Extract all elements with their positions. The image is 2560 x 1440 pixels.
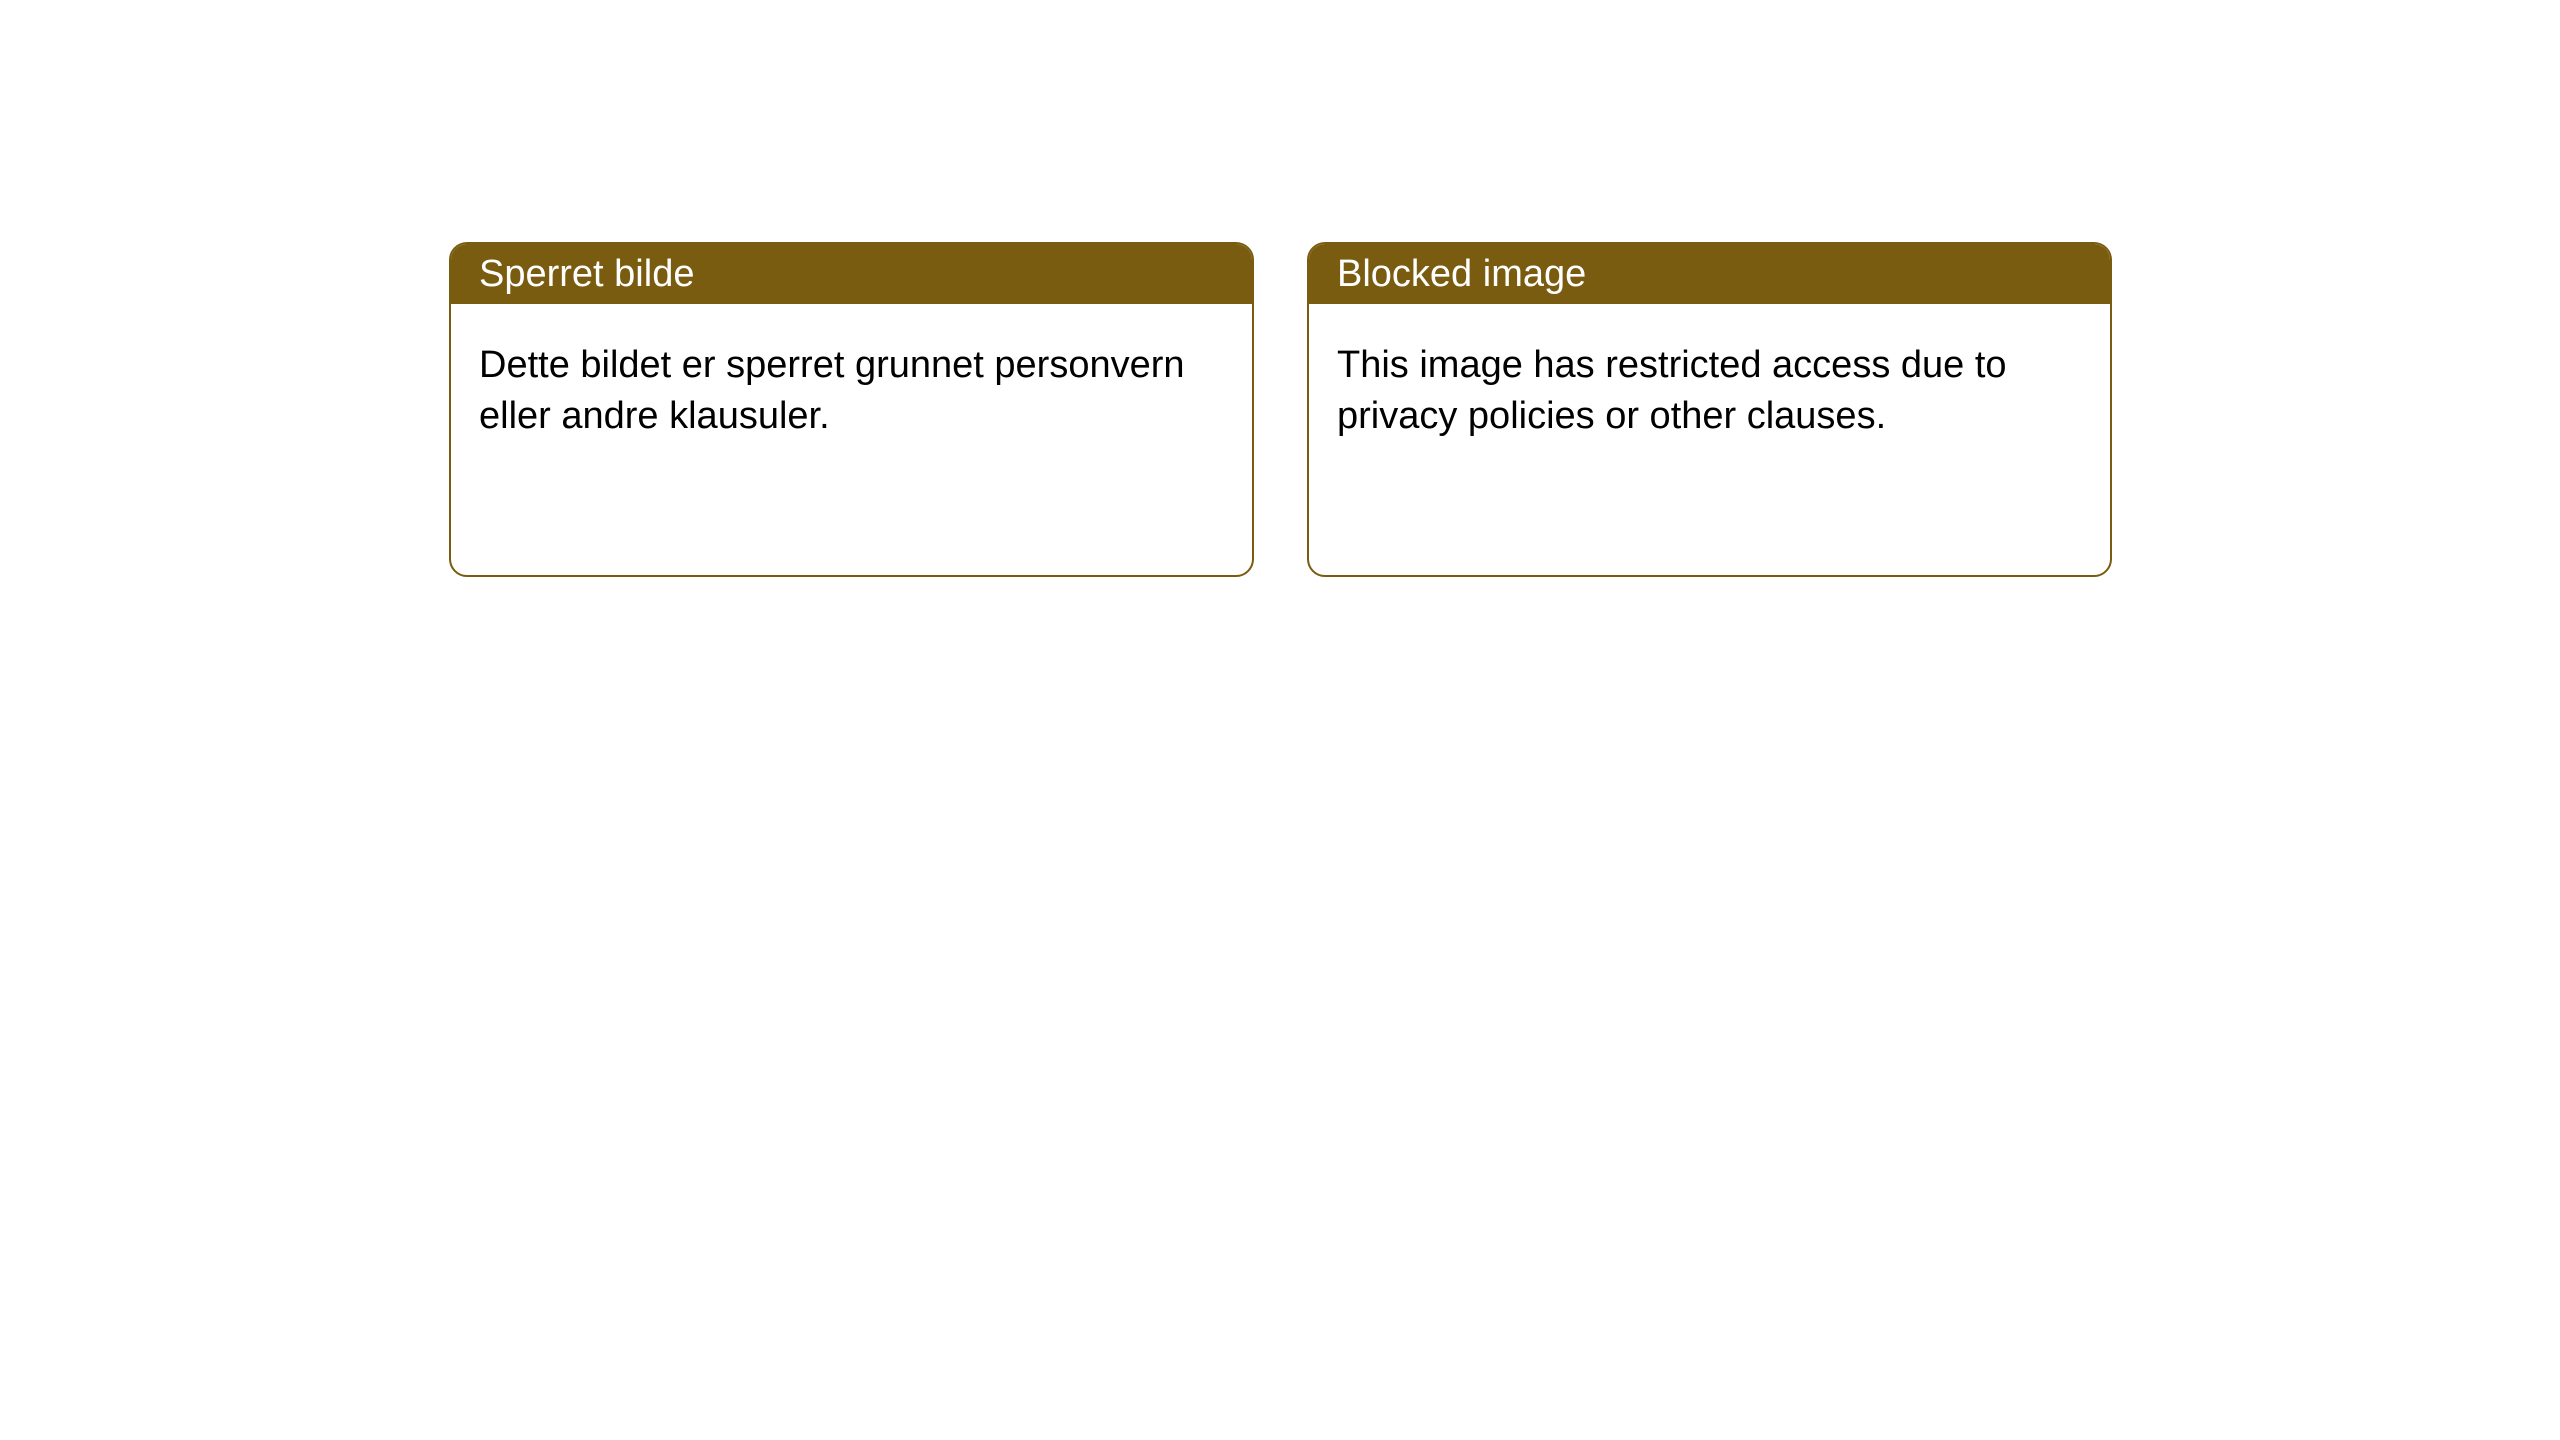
notice-container: Sperret bilde Dette bildet er sperret gr… — [449, 242, 2112, 577]
notice-body-english: This image has restricted access due to … — [1309, 304, 2110, 479]
notice-header-norwegian: Sperret bilde — [451, 244, 1252, 304]
notice-header-english: Blocked image — [1309, 244, 2110, 304]
notice-box-norwegian: Sperret bilde Dette bildet er sperret gr… — [449, 242, 1254, 577]
notice-body-norwegian: Dette bildet er sperret grunnet personve… — [451, 304, 1252, 479]
notice-title-norwegian: Sperret bilde — [479, 253, 694, 296]
notice-text-english: This image has restricted access due to … — [1337, 344, 2007, 437]
notice-box-english: Blocked image This image has restricted … — [1307, 242, 2112, 577]
notice-text-norwegian: Dette bildet er sperret grunnet personve… — [479, 344, 1185, 437]
notice-title-english: Blocked image — [1337, 253, 1586, 296]
